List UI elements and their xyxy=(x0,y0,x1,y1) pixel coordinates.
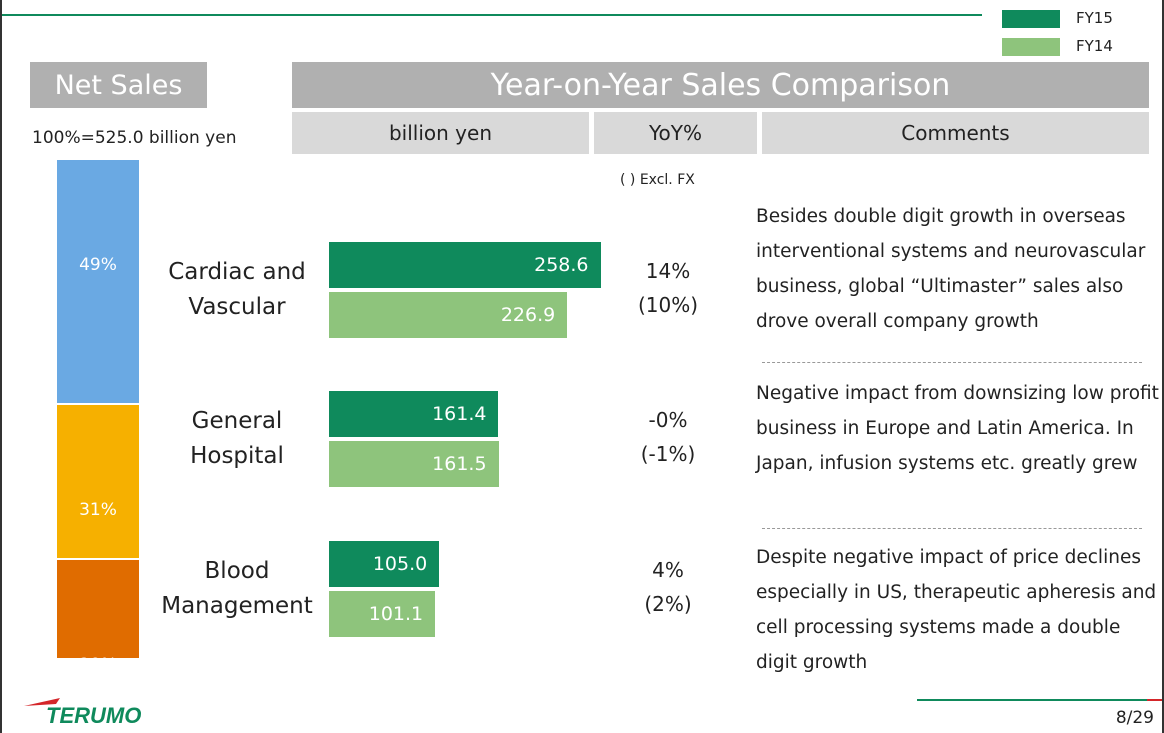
legend-label: FY15 xyxy=(1076,9,1113,27)
comment: Besides double digit growth in overseas … xyxy=(756,206,1146,332)
category-label: General Hospital xyxy=(190,408,284,469)
column-header: billion yen xyxy=(292,112,589,154)
logo-swoosh xyxy=(24,698,60,706)
yoy-excl-fx: (2%) xyxy=(644,592,692,616)
legend-swatch xyxy=(1002,38,1060,56)
title: Year-on-Year Sales Comparison xyxy=(292,62,1149,108)
yoy-excl-fx: (-1%) xyxy=(640,442,696,466)
share-label: 20% xyxy=(79,655,117,675)
bar: 258.6 xyxy=(329,242,601,288)
bar-label: 226.9 xyxy=(500,304,556,326)
bar: 101.1 xyxy=(329,591,436,637)
category-label: Cardiac and Vascular xyxy=(168,259,306,320)
bar-label: 105.0 xyxy=(372,553,428,575)
page-number: 8/29 xyxy=(1115,708,1154,728)
header-line xyxy=(2,14,982,16)
separator xyxy=(762,362,1142,363)
logo: TERUMO xyxy=(24,698,141,728)
column-header: YoY% xyxy=(594,112,757,154)
bar-label: 258.6 xyxy=(534,254,589,276)
basis: 100%=525.0 billion yen xyxy=(32,128,237,148)
share-label: 49% xyxy=(79,255,117,275)
share-segment: 20% xyxy=(57,560,139,675)
bar-label: 161.5 xyxy=(432,453,487,475)
bar: 226.9 xyxy=(329,292,568,338)
yoy-total: -0% xyxy=(648,408,688,432)
share-segment: 49% xyxy=(57,160,139,403)
yoy-total: 4% xyxy=(652,558,684,582)
category-label: Blood Management xyxy=(161,558,313,619)
footer-line-tip xyxy=(1147,699,1162,701)
bar-label: 161.4 xyxy=(432,403,487,425)
yoy-total: 14% xyxy=(645,259,691,283)
logo-text: TERUMO xyxy=(46,703,141,728)
yoy-excl-fx: (10%) xyxy=(637,293,699,317)
bar: 161.4 xyxy=(329,391,499,437)
comment: Despite negative impact of price decline… xyxy=(756,547,1157,673)
bar: 161.5 xyxy=(329,441,499,487)
legend-label: FY14 xyxy=(1076,37,1113,55)
legend-swatch xyxy=(1002,10,1060,28)
note: ( ) Excl. FX xyxy=(620,172,695,188)
column-header: Comments xyxy=(762,112,1149,154)
footer-line xyxy=(917,699,1147,701)
bar: 105.0 xyxy=(329,541,440,587)
separator xyxy=(762,528,1142,529)
share-label: 31% xyxy=(79,500,117,520)
net-sales-label: Net Sales xyxy=(30,62,207,108)
share-segment: 31% xyxy=(57,405,139,558)
bar-label: 101.1 xyxy=(368,603,424,625)
comment: Negative impact from downsizing low prof… xyxy=(756,383,1159,474)
